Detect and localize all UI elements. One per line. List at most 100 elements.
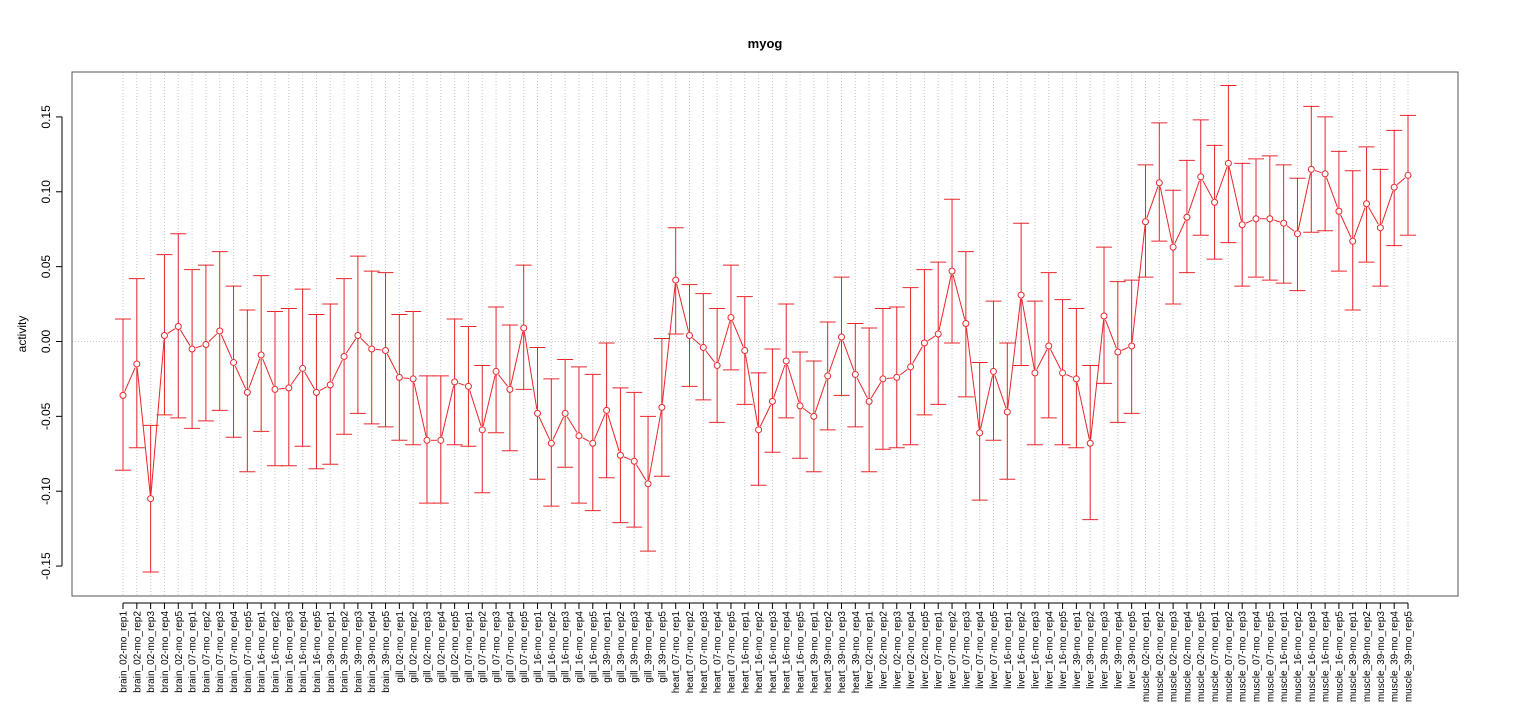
series-line-segment bbox=[1286, 225, 1295, 232]
x-tick-label: muscle_16-mo_rep4 bbox=[1321, 611, 1332, 703]
y-tick-label: 0.05 bbox=[39, 255, 53, 279]
series-line-segment bbox=[744, 354, 759, 426]
x-tick-label: gill_39-mo_rep4 bbox=[644, 611, 655, 683]
x-tick-label: liver_16-mo_rep4 bbox=[1044, 611, 1055, 689]
data-point bbox=[1376, 224, 1384, 232]
data-point bbox=[1003, 408, 1011, 416]
series-line-segment bbox=[290, 371, 301, 385]
y-tick-label: 0.15 bbox=[39, 105, 53, 129]
series-line-segment bbox=[938, 274, 952, 331]
data-point bbox=[561, 409, 569, 417]
plot-frame bbox=[71, 71, 1459, 597]
series-line-segment bbox=[661, 284, 676, 404]
data-point bbox=[699, 343, 707, 351]
series-line-segment bbox=[441, 385, 455, 437]
data-point bbox=[312, 388, 320, 396]
series-line-segment bbox=[856, 377, 868, 399]
data-point bbox=[437, 436, 445, 444]
series-line-segment bbox=[1159, 186, 1173, 244]
x-tick-label: muscle_07-mo_rep3 bbox=[1238, 611, 1249, 703]
data-point bbox=[1335, 207, 1343, 215]
x-tick-label: muscle_07-mo_rep5 bbox=[1265, 611, 1276, 703]
data-point bbox=[520, 324, 528, 332]
series-line-segment bbox=[593, 413, 606, 440]
x-tick-label: muscle_39-mo_rep1 bbox=[1348, 611, 1359, 703]
series-line-segment bbox=[523, 331, 538, 410]
x-tick-label: gill_39-mo_rep3 bbox=[630, 611, 641, 683]
data-point bbox=[851, 370, 859, 378]
series-line-segment bbox=[510, 331, 524, 386]
data-point bbox=[782, 357, 790, 365]
data-point bbox=[616, 451, 624, 459]
data-point bbox=[727, 314, 735, 322]
data-point bbox=[464, 382, 472, 390]
y-axis: -0.15 -0.10 -0.05 0.00 0.05 0.10 0.15 bbox=[39, 105, 63, 580]
data-point bbox=[1100, 312, 1108, 320]
chart-title: myog bbox=[748, 36, 783, 51]
series-line-segment bbox=[980, 375, 994, 430]
series-line-segment bbox=[582, 437, 590, 442]
series-line-segment bbox=[360, 337, 370, 347]
series-line-segment bbox=[814, 379, 827, 413]
x-tick-label: gill_07-mo_rep4 bbox=[505, 611, 516, 683]
x-tick-label: muscle_16-mo_rep3 bbox=[1307, 611, 1318, 703]
x-tick-label: heart_07-mo_rep3 bbox=[699, 611, 710, 694]
series-line-segment bbox=[386, 353, 398, 375]
series-line-segment bbox=[552, 416, 564, 440]
x-tick-label: brain_07-mo_rep5 bbox=[243, 611, 254, 693]
data-point bbox=[326, 381, 334, 389]
x-tick-label: brain_16-mo_rep3 bbox=[284, 611, 295, 693]
x-tick-label: gill_16-mo_rep4 bbox=[574, 611, 585, 683]
series-line-segment bbox=[965, 327, 980, 429]
series-line-segment bbox=[623, 456, 631, 461]
data-point bbox=[1141, 218, 1149, 226]
x-tick-label: gill_39-mo_rep1 bbox=[602, 611, 613, 683]
data-point bbox=[1404, 171, 1412, 179]
series-line-segment bbox=[1368, 206, 1379, 225]
x-tick-label: gill_02-mo_rep5 bbox=[450, 611, 461, 683]
series-line-segment bbox=[1202, 180, 1214, 199]
data-point bbox=[547, 439, 555, 447]
series-line-segment bbox=[648, 411, 662, 480]
data-point bbox=[893, 373, 901, 381]
data-point bbox=[1293, 230, 1301, 238]
series-line-segment bbox=[1104, 319, 1117, 349]
data-point bbox=[1224, 159, 1232, 167]
series-line-segment bbox=[886, 377, 893, 379]
x-tick-label: muscle_07-mo_rep1 bbox=[1210, 611, 1221, 703]
x-tick-label: gill_02-mo_rep3 bbox=[422, 611, 433, 683]
data-point bbox=[589, 439, 597, 447]
x-tick-label: liver_39-mo_rep2 bbox=[1086, 611, 1097, 689]
y-tick-label: 0.00 bbox=[39, 329, 53, 353]
data-point bbox=[1114, 348, 1122, 356]
x-tick-label: liver_07-mo_rep5 bbox=[989, 611, 1000, 689]
series-line-segment bbox=[1050, 349, 1062, 370]
data-point bbox=[976, 429, 984, 437]
series-line-segment bbox=[304, 371, 315, 390]
series-line-segment bbox=[1381, 190, 1394, 225]
x-tick-label: liver_07-mo_rep1 bbox=[934, 611, 945, 689]
data-point bbox=[1252, 215, 1260, 223]
data-point bbox=[382, 346, 390, 354]
x-tick-label: heart_16-mo_rep5 bbox=[796, 611, 807, 694]
data-point bbox=[603, 406, 611, 414]
x-tick-label: muscle_16-mo_rep5 bbox=[1334, 611, 1345, 703]
x-tick-label: brain_07-mo_rep3 bbox=[215, 611, 226, 693]
x-tick-label: brain_02-mo_rep5 bbox=[174, 611, 185, 693]
x-tick-label: muscle_39-mo_rep4 bbox=[1390, 611, 1401, 703]
x-tick-label: gill_02-mo_rep4 bbox=[436, 611, 447, 683]
x-tick-label: brain_39-mo_rep2 bbox=[340, 611, 351, 693]
series-line-segment bbox=[566, 416, 578, 433]
data-point bbox=[741, 346, 749, 354]
data-point bbox=[216, 327, 224, 335]
series-line-segment bbox=[1021, 298, 1035, 370]
x-tick-label: liver_02-mo_rep2 bbox=[878, 611, 889, 689]
series-line-segment bbox=[717, 321, 731, 362]
x-tick-label: liver_02-mo_rep3 bbox=[892, 611, 903, 689]
data-point bbox=[492, 367, 500, 375]
series-line-segment bbox=[732, 321, 744, 347]
x-tick-label: gill_16-mo_rep5 bbox=[588, 611, 599, 683]
x-tick-label: heart_39-mo_rep2 bbox=[823, 611, 834, 694]
x-tick-label: brain_02-mo_rep4 bbox=[160, 611, 171, 693]
data-point bbox=[1321, 170, 1329, 178]
